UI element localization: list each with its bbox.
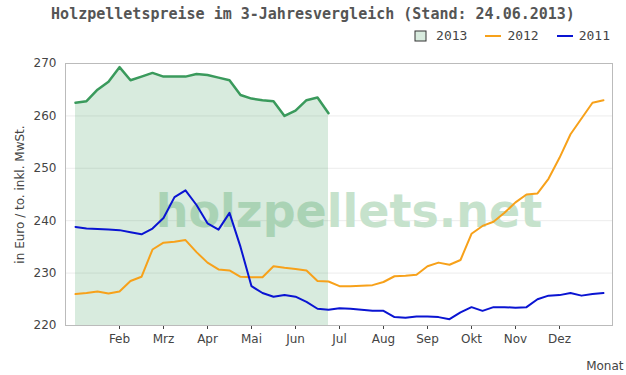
html-text:2012: 2012 xyxy=(507,28,539,43)
svg-text:Mrz: Mrz xyxy=(153,332,175,346)
svg-text:260: 260 xyxy=(34,109,57,123)
svg-text:Jul: Jul xyxy=(331,332,346,346)
svg-text:270: 270 xyxy=(34,56,57,70)
svg-text:240: 240 xyxy=(34,214,57,228)
svg-text:Aug: Aug xyxy=(372,332,395,346)
svg-text:in Euro / to. inkl. MwSt.: in Euro / to. inkl. MwSt. xyxy=(13,125,27,263)
svg-text:holzpellets.net: holzpellets.net xyxy=(155,184,543,239)
svg-text:Feb: Feb xyxy=(109,332,130,346)
svg-text:Jun: Jun xyxy=(285,332,305,346)
svg-text:220: 220 xyxy=(34,318,57,332)
svg-text:Sep: Sep xyxy=(416,332,439,346)
html-text:2013: 2013 xyxy=(436,28,468,43)
svg-text:230: 230 xyxy=(34,266,57,280)
svg-text:Okt: Okt xyxy=(461,332,482,346)
svg-text:250: 250 xyxy=(34,161,57,175)
svg-text:Dez: Dez xyxy=(548,332,571,346)
svg-text:Apr: Apr xyxy=(197,332,218,346)
svg-text:Nov: Nov xyxy=(504,332,527,346)
svg-text:Monat: Monat xyxy=(586,359,624,373)
svg-text:Mai: Mai xyxy=(241,332,262,346)
html-text:Holzpelletspreise im 3-Jahresv: Holzpelletspreise im 3-Jahresvergleich (… xyxy=(51,5,575,23)
html-text:2011: 2011 xyxy=(578,28,610,43)
